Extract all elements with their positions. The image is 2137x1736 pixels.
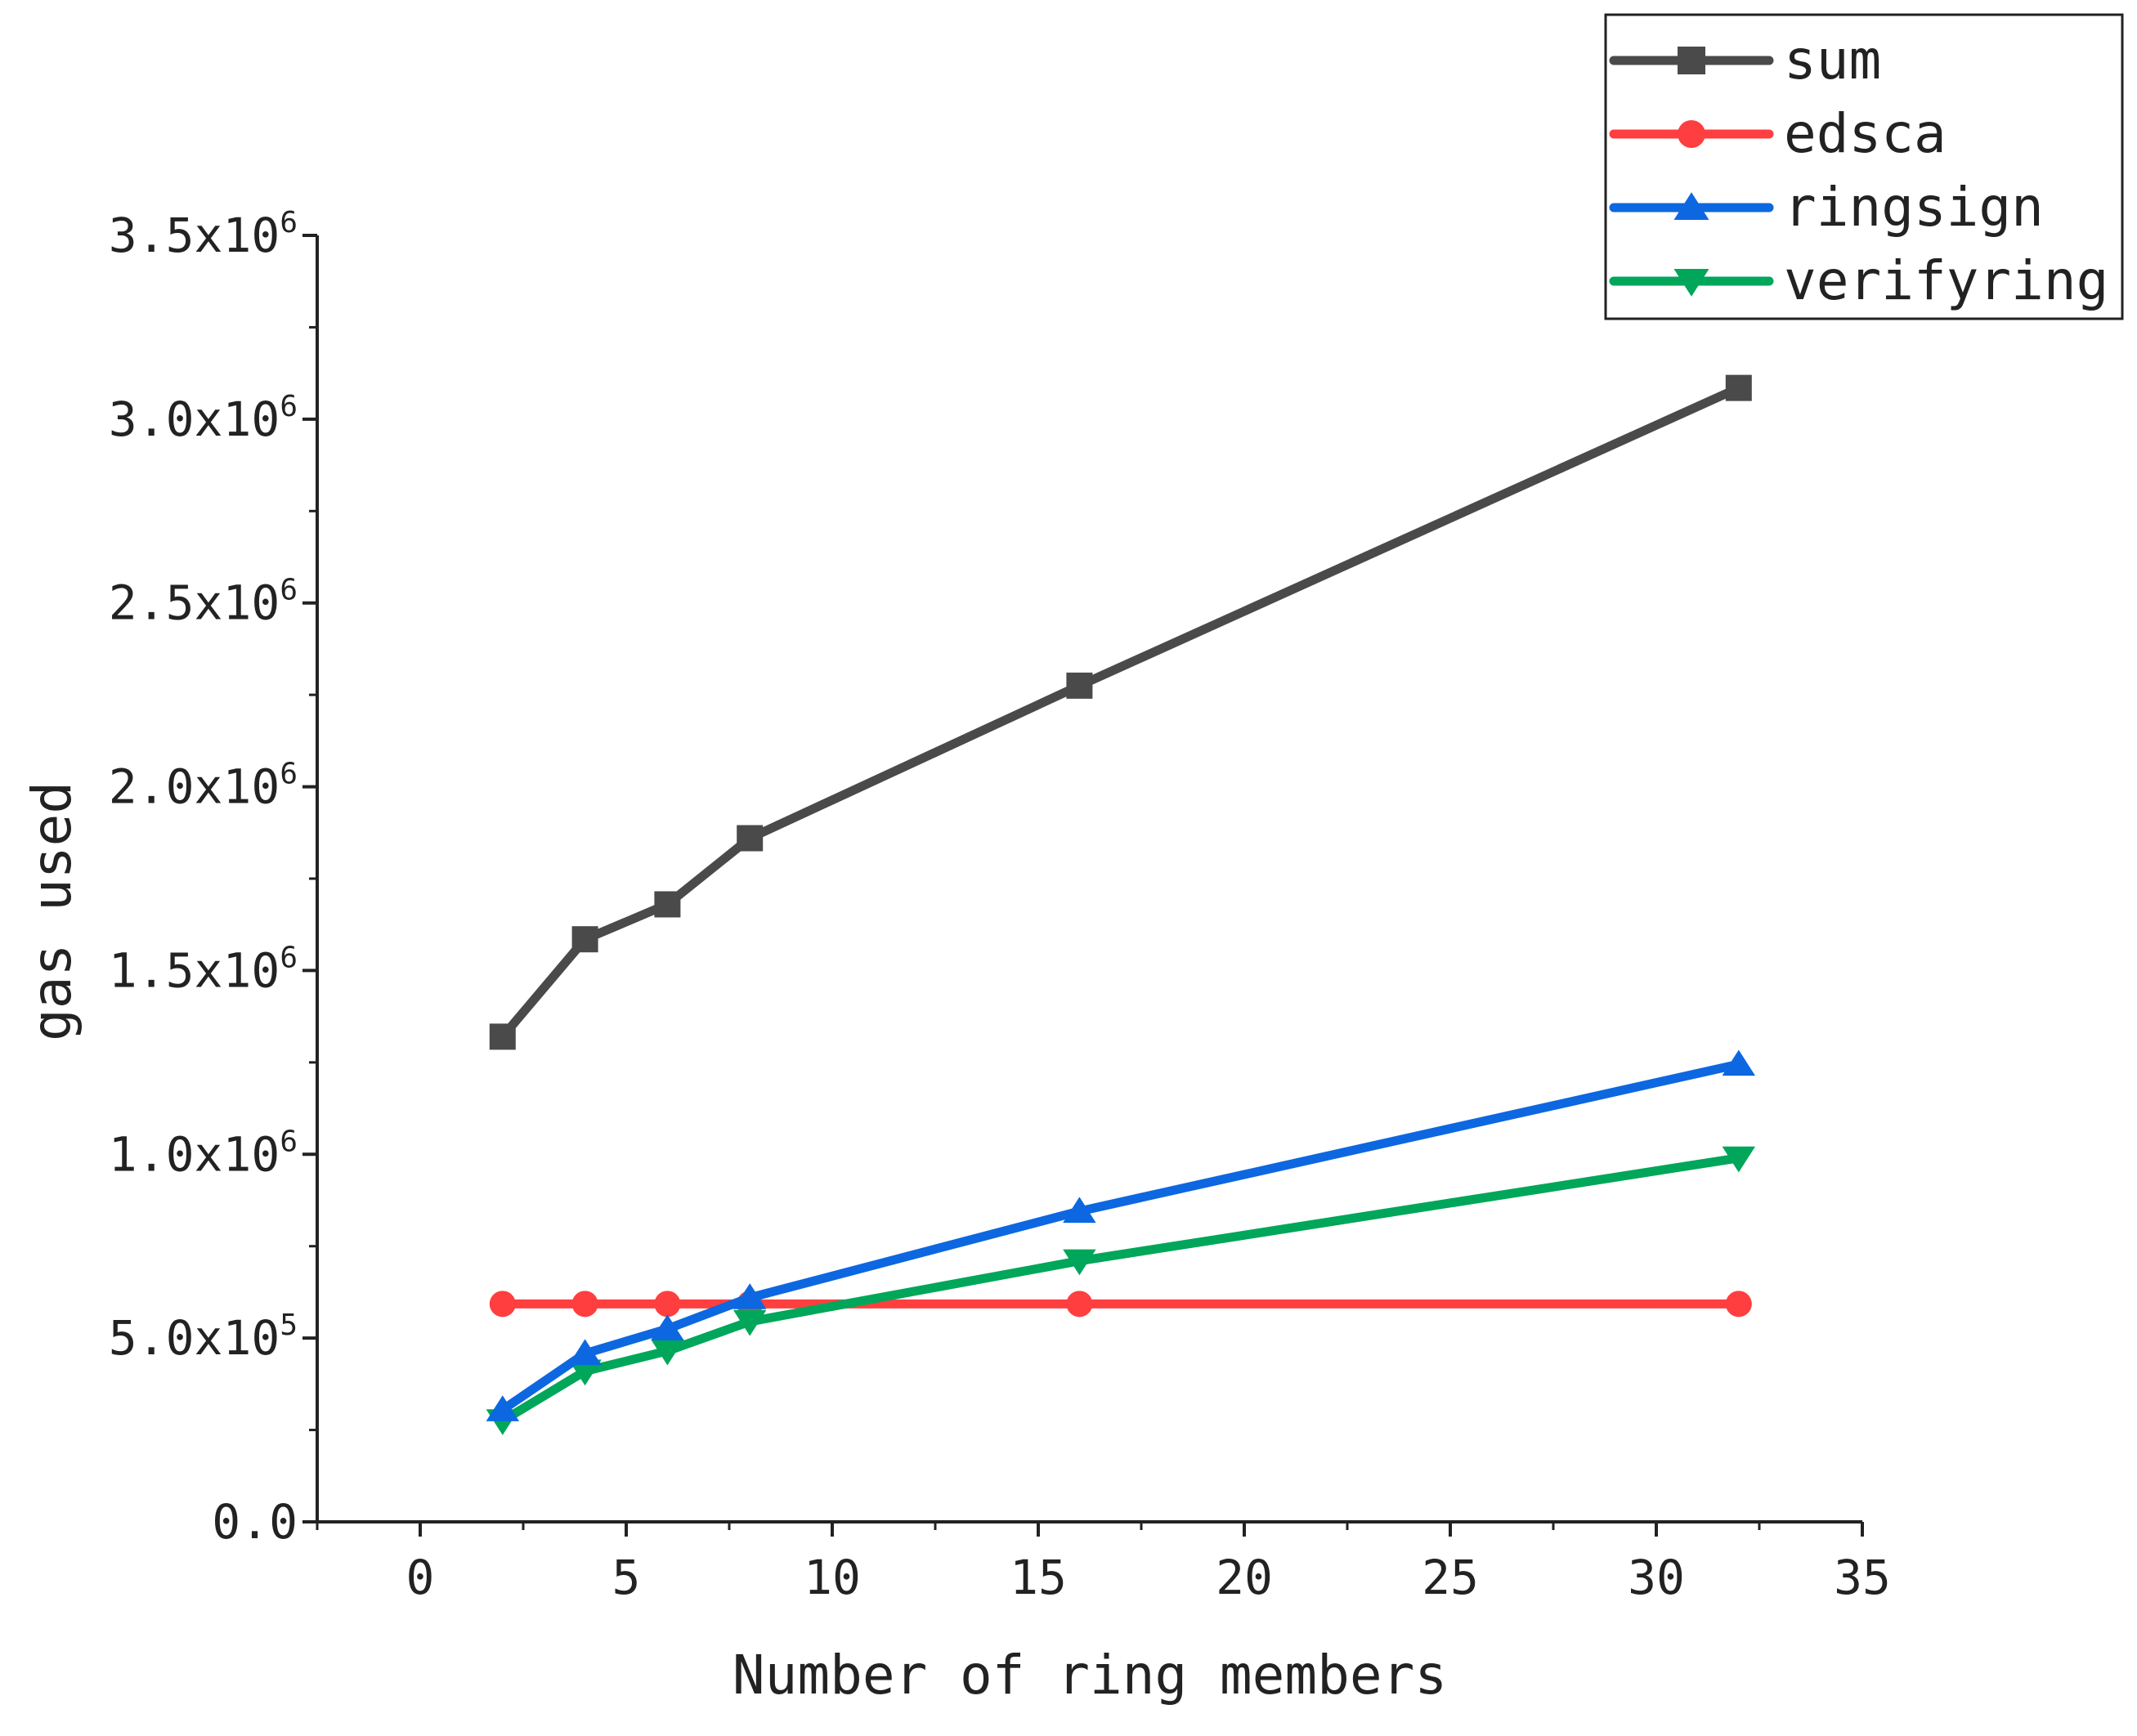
x-tick-label: 25 (1422, 1550, 1479, 1605)
data-point-ringsign (651, 1314, 684, 1340)
series-verifyring (486, 1146, 1756, 1435)
y-axis-title: gas used (20, 781, 83, 1041)
data-point-sum (654, 891, 681, 918)
data-point-edsca (654, 1291, 681, 1318)
legend-item-edsca: edsca (1609, 102, 1947, 165)
series-sum (489, 374, 1752, 1050)
data-point-sum (1725, 374, 1752, 401)
y-axis-ticks: 0.0 5.0x105 1.0x106 1.5x106 2.0x106 2.5x106 3.… (109, 206, 317, 1550)
data-point-sum (737, 825, 764, 852)
data-point-edsca (1725, 1291, 1752, 1318)
data-point-verifyring (1722, 1146, 1756, 1173)
series-line-ringsign (498, 1059, 1744, 1415)
series-edsca (489, 1291, 1752, 1318)
y-tick-label: 5.0x105 (109, 1309, 298, 1366)
legend-item-ringsign: ringsign (1609, 176, 2044, 239)
x-tick-label: 5 (612, 1550, 641, 1605)
legend-label: verifyring (1784, 249, 2108, 312)
data-point-ringsign (568, 1339, 602, 1366)
x-axis-ticks: 0 5 10 15 20 25 30 35 (316, 1522, 1891, 1605)
x-tick-label: 10 (804, 1550, 861, 1605)
data-point-sum (1066, 672, 1093, 699)
series-line-sum (498, 383, 1744, 1041)
legend-label: edsca (1784, 102, 1947, 165)
legend-label: ringsign (1784, 176, 2044, 239)
y-tick-label: 1.5x106 (109, 941, 298, 998)
y-tick-label: 3.0x106 (109, 390, 298, 447)
data-point-verifyring (568, 1359, 602, 1386)
legend: sum edsca ringsign verifyring (1604, 13, 2124, 320)
x-tick-label: 20 (1216, 1550, 1273, 1605)
x-tick-label: 30 (1628, 1550, 1685, 1605)
series-ringsign (486, 1049, 1756, 1421)
y-tick-label: 0.0 (212, 1494, 298, 1550)
data-point-edsca (489, 1291, 516, 1318)
x-tick-label: 35 (1834, 1550, 1891, 1605)
data-point-ringsign (1063, 1197, 1096, 1224)
y-tick-label: 3.5x106 (109, 206, 298, 263)
y-tick-label: 1.0x106 (109, 1125, 298, 1182)
x-axis-title: Number of ring members (732, 1644, 1447, 1707)
series-line-verifyring (498, 1153, 1744, 1425)
legend-item-verifyring: verifyring (1609, 249, 2108, 312)
legend-label: sum (1784, 29, 1881, 92)
y-tick-label: 2.5x106 (109, 574, 298, 631)
data-point-verifyring (1063, 1249, 1096, 1276)
data-point-sum (571, 926, 598, 953)
x-tick-label: 0 (406, 1550, 435, 1605)
data-point-ringsign (1722, 1049, 1756, 1076)
y-tick-label: 2.0x106 (109, 758, 298, 815)
plot-series (486, 374, 1756, 1435)
x-tick-label: 15 (1010, 1550, 1067, 1605)
data-point-edsca (1066, 1291, 1093, 1318)
data-point-ringsign (732, 1283, 767, 1309)
data-point-sum (489, 1023, 516, 1050)
legend-marker-triangle-down (1673, 269, 1709, 297)
data-point-verifyring (732, 1309, 767, 1336)
legend-marker-triangle-up (1673, 192, 1709, 220)
legend-marker-circle (1678, 120, 1705, 148)
data-point-edsca (571, 1291, 598, 1318)
data-point-verifyring (651, 1339, 684, 1366)
legend-marker-square (1678, 47, 1705, 74)
data-point-ringsign (486, 1395, 520, 1421)
legend-item-sum: sum (1609, 29, 1881, 92)
